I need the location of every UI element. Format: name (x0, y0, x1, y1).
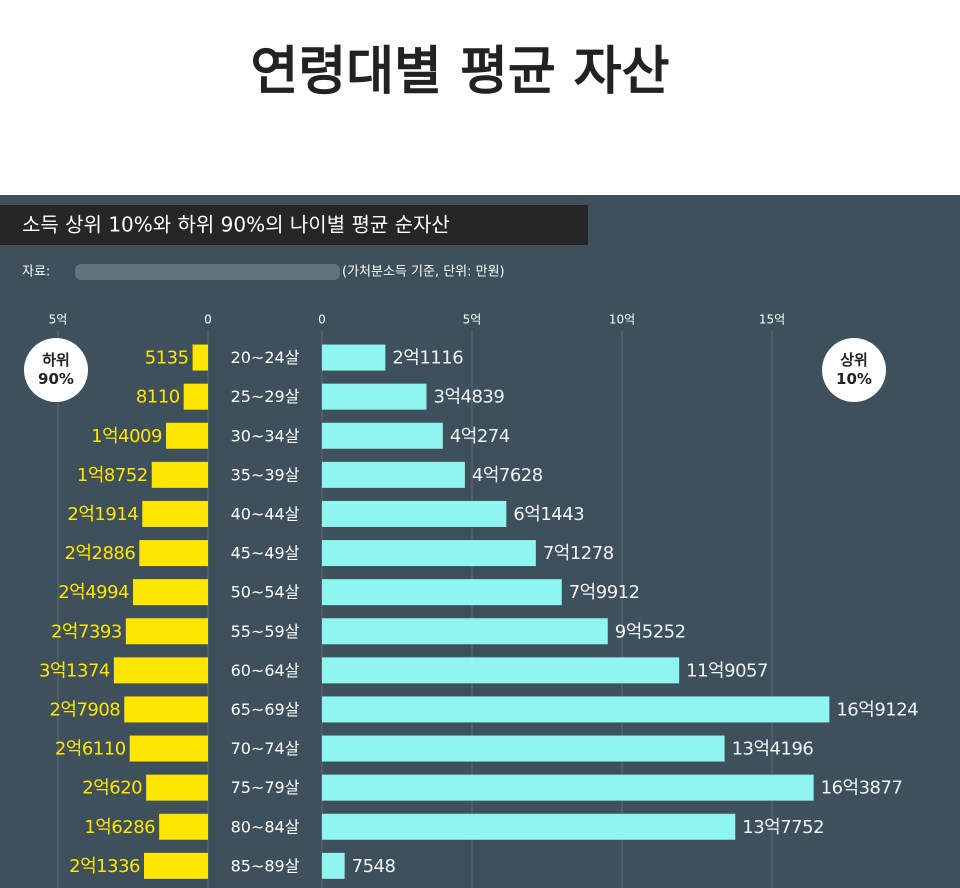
bar (322, 813, 736, 840)
bar (146, 774, 208, 801)
value-label: 2억1116 (392, 348, 463, 369)
value-label: 7548 (352, 856, 396, 877)
x-tick-label: 15억 (759, 313, 785, 327)
category-label: 65~69살 (231, 700, 300, 719)
bar (159, 813, 208, 840)
bar (142, 500, 208, 527)
value-label: 2억7393 (51, 621, 122, 642)
value-label: 6억1443 (513, 504, 584, 525)
x-tick-label: 0 (204, 313, 212, 327)
value-label: 2억620 (82, 778, 142, 799)
category-label: 35~39살 (231, 465, 300, 484)
category-label: 60~64살 (231, 661, 300, 680)
category-label: 20~24살 (231, 348, 300, 367)
bar (322, 696, 830, 723)
bar (322, 579, 562, 606)
value-label: 2억7908 (49, 699, 120, 720)
value-label: 7억1278 (543, 543, 614, 564)
source: 자료: (22, 265, 50, 280)
value-label: 8110 (136, 387, 180, 408)
value-label: 1억8752 (77, 465, 148, 486)
category-label: 55~59살 (231, 622, 300, 641)
bar (192, 344, 208, 371)
bar (322, 422, 443, 449)
category-label: 30~34살 (231, 426, 300, 445)
x-tick-label: 10억 (609, 313, 635, 327)
value-label: 11억9057 (686, 660, 768, 681)
category-label: 45~49살 (231, 544, 300, 563)
bar (151, 461, 208, 488)
value-label: 4억7628 (472, 465, 543, 486)
note: (가처분소득 기준, 단위: 만원) (342, 265, 505, 280)
bar (113, 657, 208, 684)
category-label: 40~44살 (231, 504, 300, 523)
bar (322, 774, 814, 801)
value-label: 7억9912 (569, 582, 640, 603)
bar (129, 735, 208, 762)
value-label: 4억274 (450, 426, 510, 447)
bar (322, 500, 507, 527)
subtitle: 소득 상위 10%와 하위 90%의 나이별 평균 순자산 (22, 213, 450, 237)
subtitle-box (0, 205, 588, 245)
bar (322, 383, 427, 410)
x-tick-label: 5억 (463, 313, 482, 327)
legend-right: 상위 10% (822, 338, 886, 402)
value-label: 1억4009 (91, 426, 162, 447)
legend-left: 하위 90% (24, 338, 88, 402)
value-label: 3억1374 (39, 660, 110, 681)
value-label: 5135 (145, 348, 189, 369)
blurred-source (75, 264, 340, 280)
bar (322, 618, 608, 645)
value-label: 13억4196 (732, 739, 814, 760)
value-label: 16억9124 (836, 699, 918, 720)
value-label: 16억3877 (821, 778, 903, 799)
category-label: 75~79살 (231, 778, 300, 797)
category-label: 85~89살 (231, 856, 300, 875)
bar (322, 540, 536, 567)
bar (322, 852, 345, 879)
value-label: 2억4994 (58, 582, 129, 603)
x-tick-label: 5억 (49, 313, 68, 327)
category-label: 80~84살 (231, 817, 300, 836)
value-label: 13억7752 (742, 817, 824, 838)
category-label: 70~74살 (231, 739, 300, 758)
bar (165, 422, 208, 449)
category-label: 50~54살 (231, 583, 300, 602)
value-label: 2억2886 (65, 543, 136, 564)
chart-title: 연령대별 평균 자산 (251, 42, 670, 102)
bar (322, 344, 386, 371)
bar (143, 852, 208, 879)
value-label: 9억5252 (615, 621, 686, 642)
category-label: 25~29살 (231, 387, 300, 406)
value-label: 2억1336 (69, 856, 140, 877)
bar (124, 696, 208, 723)
bar (133, 579, 208, 606)
value-label: 3억4839 (434, 387, 505, 408)
bar (183, 383, 208, 410)
bar (322, 735, 725, 762)
value-label: 2억1914 (67, 504, 138, 525)
value-label: 2억6110 (55, 739, 126, 760)
bar (322, 461, 465, 488)
x-tick-label: 0 (318, 313, 326, 327)
bar (125, 618, 208, 645)
bar (139, 540, 208, 567)
value-label: 1억6286 (84, 817, 155, 838)
bar (322, 657, 680, 684)
